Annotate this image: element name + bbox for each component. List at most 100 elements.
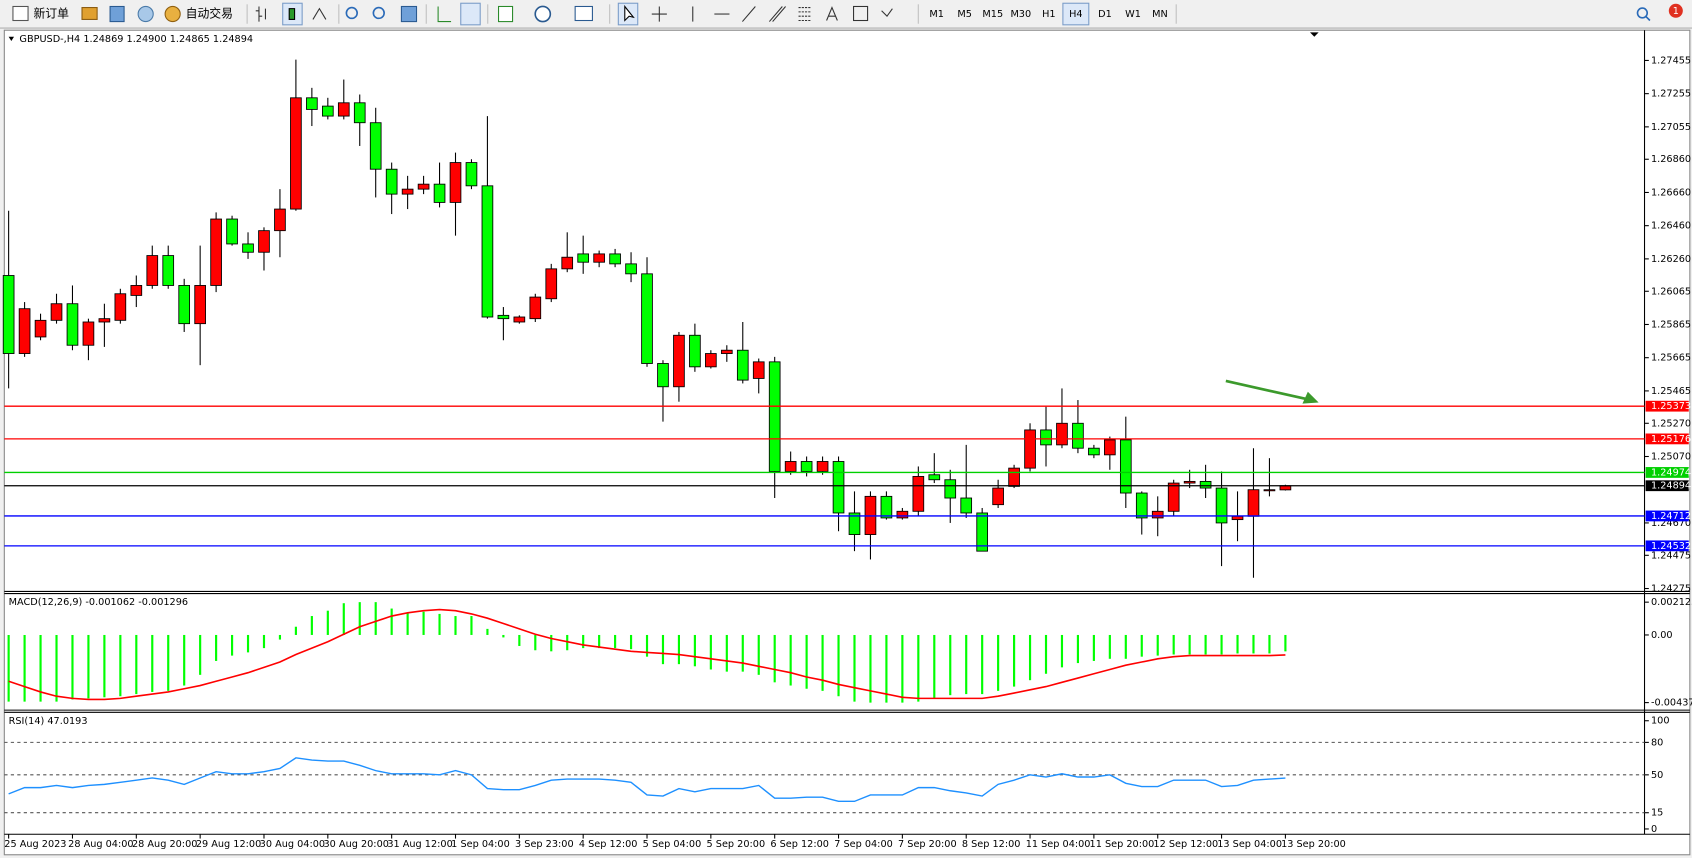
- x-tick-label: 13 Sep 04:00: [1217, 839, 1282, 850]
- candle-body: [784, 461, 797, 472]
- y-tick-label: 1.25270: [1651, 418, 1691, 429]
- x-tick-label: 7 Sep 20:00: [898, 839, 957, 850]
- candle-body: [1231, 515, 1244, 521]
- y-tick-label: -0.004378: [1651, 698, 1692, 709]
- candle-body: [896, 510, 909, 519]
- candle-body: [321, 105, 334, 117]
- trendline-icon[interactable]: [741, 6, 756, 22]
- candle-body: [162, 255, 175, 286]
- x-tick-label: 3 Sep 23:00: [515, 839, 574, 850]
- timeframe-button[interactable]: M1: [929, 9, 944, 20]
- x-tick-label: 25 Aug 2023: [4, 839, 66, 850]
- candle-body: [1199, 480, 1212, 489]
- candle-body: [720, 349, 733, 354]
- candle-body: [18, 308, 31, 354]
- price-level-label: 1.24532: [1651, 541, 1691, 552]
- signal-line: [8, 608, 1286, 701]
- y-tick-label: 0.00: [1651, 630, 1673, 641]
- candle-body: [337, 102, 350, 117]
- candle-body: [1183, 480, 1196, 484]
- toolbar-button-label[interactable]: 新订单: [33, 7, 69, 21]
- notification-badge[interactable]: [1668, 3, 1683, 18]
- y-tick-label: 1.26460: [1651, 221, 1691, 232]
- candle-body: [82, 321, 95, 346]
- candle-body: [545, 268, 558, 300]
- candle-body: [481, 185, 494, 318]
- y-tick-label: 80: [1651, 737, 1663, 748]
- cursor-arrow: [624, 4, 635, 22]
- indicator-title: MACD(12,26,9) -0.001062 -0.001296: [9, 597, 188, 608]
- candle-body: [1088, 447, 1100, 456]
- zoom-in-icon[interactable]: [345, 6, 358, 20]
- candle-body: [178, 285, 191, 325]
- search-icon[interactable]: [1636, 7, 1649, 19]
- toolbar-button-label[interactable]: 自动交易: [186, 7, 233, 21]
- candle-icon[interactable]: [288, 8, 296, 20]
- x-tick-label: 28 Aug 04:00: [68, 839, 133, 850]
- candle-body: [593, 253, 605, 263]
- timeframe-button[interactable]: M5: [957, 9, 972, 20]
- chart-window: [3, 29, 1691, 856]
- auto-trading-icon[interactable]: [164, 5, 181, 23]
- indicators-icon[interactable]: [497, 5, 514, 23]
- fibo-icon[interactable]: [798, 7, 812, 22]
- active-timeframe[interactable]: [1062, 2, 1090, 26]
- new-order-icon[interactable]: [12, 5, 29, 22]
- candle-body: [194, 285, 206, 325]
- x-tick-label: 28 Aug 20:00: [132, 839, 197, 850]
- x-tick-label: 5 Sep 20:00: [707, 839, 766, 850]
- toolbar: [0, 0, 1692, 29]
- zoom-out-icon[interactable]: [372, 6, 385, 20]
- toolbar-bg: [0, 0, 1692, 29]
- candle-body: [577, 253, 590, 263]
- templates-icon[interactable]: [574, 5, 593, 22]
- candle-body: [1008, 467, 1020, 487]
- timeframe-button[interactable]: M30: [1010, 9, 1031, 20]
- y-tick-label: 15: [1651, 808, 1663, 819]
- y-tick-label: 1.26065: [1651, 286, 1691, 297]
- x-tick-label: 7 Sep 04:00: [834, 839, 893, 850]
- periods-icon[interactable]: [534, 5, 552, 23]
- text-icon[interactable]: [826, 6, 838, 21]
- candle-body: [50, 303, 63, 321]
- timeframe-button[interactable]: W1: [1125, 9, 1141, 20]
- y-tick-label: 1.27455: [1651, 55, 1691, 66]
- crosshair-icon[interactable]: [651, 6, 667, 22]
- search-handle: [1645, 15, 1651, 22]
- y-tick-label: 1.24275: [1651, 584, 1691, 595]
- timeframe-button[interactable]: H4: [1069, 9, 1082, 20]
- candle-body: [1104, 439, 1116, 456]
- timeframe-button[interactable]: MN: [1152, 9, 1168, 20]
- candle-body: [976, 512, 988, 552]
- icon[interactable]: [137, 5, 154, 23]
- autoscroll-icon[interactable]: [437, 6, 452, 23]
- candle-body: [561, 256, 574, 270]
- candle-body: [816, 461, 829, 472]
- y-tick-label: 0: [1651, 824, 1657, 835]
- candle-body: [1247, 489, 1260, 517]
- candle-body: [1119, 439, 1132, 494]
- y-tick-label: 1.25070: [1651, 452, 1691, 463]
- shift-icon[interactable]: [460, 2, 481, 26]
- timeframe-button[interactable]: D1: [1098, 9, 1112, 20]
- candle-body: [736, 349, 749, 381]
- candle-body: [1072, 422, 1084, 449]
- price-level-label: 1.24894: [1651, 481, 1691, 492]
- line-chart-icon[interactable]: [312, 7, 327, 20]
- candle-body: [449, 162, 462, 203]
- price-level-label: 1.24974: [1651, 467, 1691, 478]
- y-tick-label: 1.27055: [1651, 122, 1691, 133]
- y-tick-label: 100: [1651, 716, 1670, 727]
- bar-chart-icon[interactable]: [255, 6, 266, 22]
- timeframe-button[interactable]: M15: [982, 9, 1003, 20]
- tile-icon[interactable]: [400, 5, 418, 23]
- timeframe-button[interactable]: H1: [1042, 9, 1055, 20]
- candle-body: [1135, 492, 1148, 519]
- channel-icon[interactable]: [768, 6, 786, 22]
- arrows-icon[interactable]: [881, 8, 893, 18]
- label-icon[interactable]: [853, 5, 869, 22]
- icon[interactable]: [81, 7, 98, 20]
- y-tick-label: 0.002123: [1651, 597, 1692, 608]
- icon[interactable]: [109, 5, 125, 23]
